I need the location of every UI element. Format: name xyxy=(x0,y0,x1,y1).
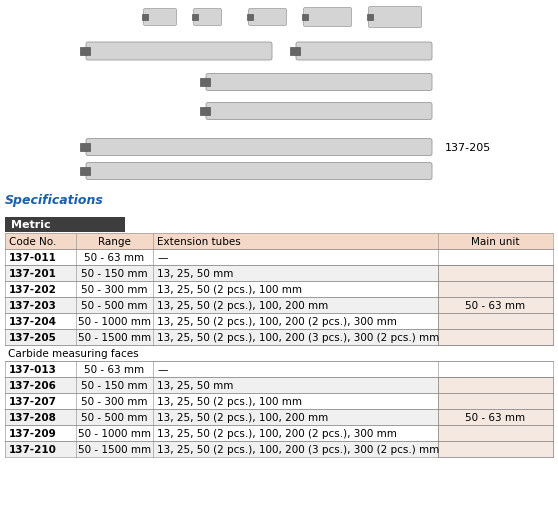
FancyBboxPatch shape xyxy=(206,74,432,91)
Text: 13, 25, 50 (2 pcs.), 100 mm: 13, 25, 50 (2 pcs.), 100 mm xyxy=(157,396,302,406)
FancyBboxPatch shape xyxy=(143,10,176,26)
Text: 137-205: 137-205 xyxy=(445,143,491,153)
Bar xyxy=(5,377,553,393)
Bar xyxy=(200,108,210,116)
Text: 50 - 1500 mm: 50 - 1500 mm xyxy=(78,444,151,454)
Text: Specifications: Specifications xyxy=(5,193,104,207)
Text: 50 - 150 mm: 50 - 150 mm xyxy=(81,268,148,278)
FancyBboxPatch shape xyxy=(248,10,286,26)
Bar xyxy=(5,297,553,314)
Bar xyxy=(5,441,553,457)
Text: 137-204: 137-204 xyxy=(9,317,57,326)
Text: Main unit: Main unit xyxy=(472,237,519,246)
Text: 137-210: 137-210 xyxy=(9,444,57,454)
Text: 50 - 63 mm: 50 - 63 mm xyxy=(84,252,145,263)
FancyBboxPatch shape xyxy=(86,163,432,180)
Bar xyxy=(80,48,90,56)
Text: 50 - 63 mm: 50 - 63 mm xyxy=(465,300,526,310)
Text: 137-208: 137-208 xyxy=(9,412,57,422)
Text: 13, 25, 50 (2 pcs.), 100, 200 (3 pcs.), 300 (2 pcs.) mm: 13, 25, 50 (2 pcs.), 100, 200 (3 pcs.), … xyxy=(157,444,439,454)
Text: 13, 25, 50 (2 pcs.), 100, 200 (2 pcs.), 300 mm: 13, 25, 50 (2 pcs.), 100, 200 (2 pcs.), … xyxy=(157,317,397,326)
FancyBboxPatch shape xyxy=(304,9,352,27)
Bar xyxy=(5,249,553,266)
Text: —: — xyxy=(157,364,167,374)
Bar xyxy=(80,167,90,176)
Bar xyxy=(5,361,553,377)
Bar xyxy=(200,79,210,87)
Bar xyxy=(5,217,125,233)
Text: 13, 25, 50 mm: 13, 25, 50 mm xyxy=(157,380,233,390)
Bar xyxy=(438,377,553,457)
Bar xyxy=(5,425,553,441)
Text: 50 - 1500 mm: 50 - 1500 mm xyxy=(78,332,151,343)
Text: —: — xyxy=(157,252,167,263)
Text: 50 - 300 mm: 50 - 300 mm xyxy=(81,396,148,406)
Bar xyxy=(438,266,553,345)
Bar xyxy=(142,15,148,21)
FancyBboxPatch shape xyxy=(86,43,272,61)
Text: 137-209: 137-209 xyxy=(9,428,57,438)
Text: 13, 25, 50 (2 pcs.), 100, 200 mm: 13, 25, 50 (2 pcs.), 100, 200 mm xyxy=(157,300,328,310)
Text: 137-207: 137-207 xyxy=(9,396,57,406)
Bar xyxy=(5,234,553,249)
Bar xyxy=(5,329,553,345)
Text: Range: Range xyxy=(98,237,131,246)
Text: 137-201: 137-201 xyxy=(9,268,57,278)
Bar xyxy=(5,409,553,425)
Text: 50 - 300 mm: 50 - 300 mm xyxy=(81,285,148,294)
Bar xyxy=(5,281,553,297)
Text: 50 - 63 mm: 50 - 63 mm xyxy=(465,412,526,422)
FancyBboxPatch shape xyxy=(206,103,432,120)
Text: Code No.: Code No. xyxy=(9,237,56,246)
Text: Metric: Metric xyxy=(11,220,51,230)
Bar xyxy=(5,393,553,409)
Text: 13, 25, 50 mm: 13, 25, 50 mm xyxy=(157,268,233,278)
Text: 13, 25, 50 (2 pcs.), 100, 200 (3 pcs.), 300 (2 pcs.) mm: 13, 25, 50 (2 pcs.), 100, 200 (3 pcs.), … xyxy=(157,332,439,343)
Text: Extension tubes: Extension tubes xyxy=(157,237,240,246)
Bar xyxy=(367,15,373,21)
Bar xyxy=(192,15,198,21)
Bar xyxy=(5,266,553,281)
Text: 13, 25, 50 (2 pcs.), 100 mm: 13, 25, 50 (2 pcs.), 100 mm xyxy=(157,285,302,294)
Text: 50 - 150 mm: 50 - 150 mm xyxy=(81,380,148,390)
Text: 50 - 1000 mm: 50 - 1000 mm xyxy=(78,428,151,438)
Text: 50 - 500 mm: 50 - 500 mm xyxy=(81,300,148,310)
Bar xyxy=(290,48,300,56)
Text: 137-202: 137-202 xyxy=(9,285,57,294)
Text: 50 - 63 mm: 50 - 63 mm xyxy=(84,364,145,374)
Bar xyxy=(302,15,308,21)
Text: 50 - 1000 mm: 50 - 1000 mm xyxy=(78,317,151,326)
Text: 137-206: 137-206 xyxy=(9,380,57,390)
Text: 137-011: 137-011 xyxy=(9,252,57,263)
Text: 137-205: 137-205 xyxy=(9,332,57,343)
FancyBboxPatch shape xyxy=(194,10,222,26)
FancyBboxPatch shape xyxy=(368,8,421,29)
Bar xyxy=(247,15,253,21)
Bar xyxy=(5,314,553,329)
FancyBboxPatch shape xyxy=(86,139,432,156)
Text: 50 - 500 mm: 50 - 500 mm xyxy=(81,412,148,422)
FancyBboxPatch shape xyxy=(296,43,432,61)
Text: 137-203: 137-203 xyxy=(9,300,57,310)
Text: 13, 25, 50 (2 pcs.), 100, 200 mm: 13, 25, 50 (2 pcs.), 100, 200 mm xyxy=(157,412,328,422)
Bar xyxy=(80,144,90,152)
Text: 137-013: 137-013 xyxy=(9,364,57,374)
Text: Carbide measuring faces: Carbide measuring faces xyxy=(8,348,138,358)
Text: 13, 25, 50 (2 pcs.), 100, 200 (2 pcs.), 300 mm: 13, 25, 50 (2 pcs.), 100, 200 (2 pcs.), … xyxy=(157,428,397,438)
